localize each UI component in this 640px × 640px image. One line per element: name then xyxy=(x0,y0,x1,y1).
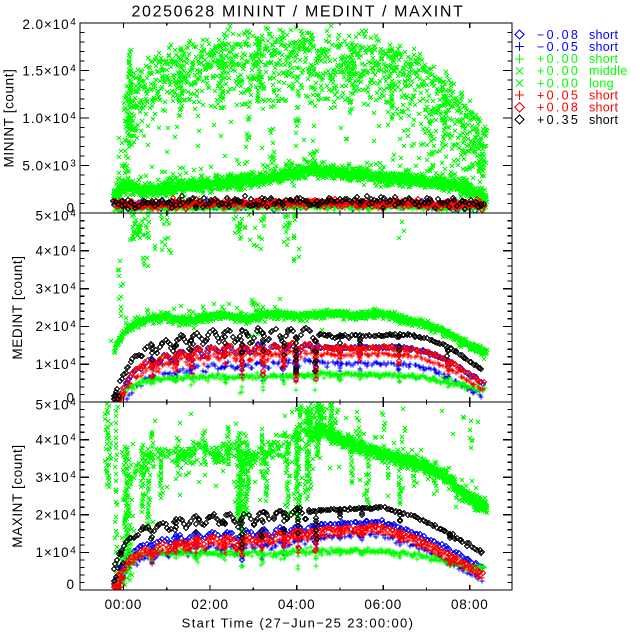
svg-text:+0.35: +0.35 xyxy=(537,113,580,127)
svg-text:02:00: 02:00 xyxy=(191,597,229,612)
svg-text:4: 4 xyxy=(70,433,76,444)
svg-text:0: 0 xyxy=(66,577,74,592)
svg-text:4: 4 xyxy=(70,319,76,330)
svg-text:long: long xyxy=(589,76,614,90)
svg-text:+0.00: +0.00 xyxy=(537,64,580,78)
svg-text:5.0×10: 5.0×10 xyxy=(22,158,69,173)
svg-text:4×10: 4×10 xyxy=(35,432,69,447)
svg-text:4×10: 4×10 xyxy=(35,244,69,259)
svg-text:+0.00: +0.00 xyxy=(537,52,580,66)
svg-text:1×10: 1×10 xyxy=(35,545,69,560)
svg-text:4: 4 xyxy=(70,508,76,519)
svg-text:short: short xyxy=(589,113,619,127)
svg-text:4: 4 xyxy=(70,398,76,409)
svg-text:08:00: 08:00 xyxy=(451,597,489,612)
svg-text:4: 4 xyxy=(70,111,76,122)
svg-text:4: 4 xyxy=(70,470,76,481)
svg-text:4: 4 xyxy=(70,545,76,556)
svg-text:short: short xyxy=(589,28,619,42)
svg-text:4: 4 xyxy=(70,64,76,75)
svg-text:20250628 MININT / MEDINT / MAX: 20250628 MININT / MEDINT / MAXINT xyxy=(131,4,464,21)
svg-text:00:00: 00:00 xyxy=(105,597,143,612)
svg-text:MAXINT [count]: MAXINT [count] xyxy=(10,444,25,547)
svg-text:middle: middle xyxy=(589,64,628,78)
svg-text:+0.08: +0.08 xyxy=(537,101,580,115)
svg-text:06:00: 06:00 xyxy=(364,597,402,612)
svg-text:Start Time (27−Jun−25 23:00:00: Start Time (27−Jun−25 23:00:00) xyxy=(182,616,415,631)
svg-text:3×10: 3×10 xyxy=(35,470,69,485)
svg-text:short: short xyxy=(589,89,619,103)
svg-text:−0.08: −0.08 xyxy=(537,28,580,42)
svg-text:4: 4 xyxy=(70,282,76,293)
svg-text:short: short xyxy=(589,52,619,66)
svg-text:short: short xyxy=(589,40,619,54)
svg-text:1.0×10: 1.0×10 xyxy=(22,111,69,126)
svg-text:MEDINT [count]: MEDINT [count] xyxy=(10,255,25,359)
svg-text:3: 3 xyxy=(70,159,76,170)
svg-text:5×10: 5×10 xyxy=(35,208,69,223)
svg-text:3×10: 3×10 xyxy=(35,281,69,296)
svg-text:4: 4 xyxy=(70,357,76,368)
svg-text:MININT [count]: MININT [count] xyxy=(2,69,17,168)
svg-text:04:00: 04:00 xyxy=(278,597,316,612)
svg-text:−0.05: −0.05 xyxy=(537,40,580,54)
svg-text:2.0×10: 2.0×10 xyxy=(22,17,69,32)
svg-text:0: 0 xyxy=(66,200,74,215)
svg-text:1×10: 1×10 xyxy=(35,357,69,372)
svg-text:4: 4 xyxy=(70,209,76,220)
svg-text:2×10: 2×10 xyxy=(35,319,69,334)
svg-text:+0.00: +0.00 xyxy=(537,76,580,90)
svg-text:4: 4 xyxy=(70,17,76,28)
svg-text:1.5×10: 1.5×10 xyxy=(22,63,69,78)
svg-text:+0.05: +0.05 xyxy=(537,89,580,103)
svg-text:5×10: 5×10 xyxy=(35,397,69,412)
svg-text:4: 4 xyxy=(70,244,76,255)
svg-text:0: 0 xyxy=(66,390,74,405)
svg-text:short: short xyxy=(589,101,619,115)
svg-text:2×10: 2×10 xyxy=(35,508,69,523)
